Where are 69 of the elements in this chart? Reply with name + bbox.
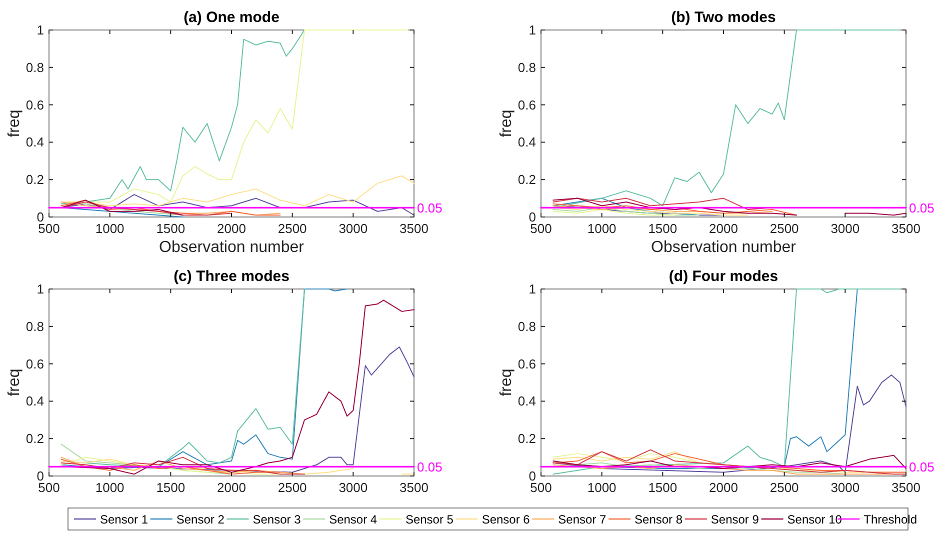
y-tick-label: 0.4 xyxy=(26,394,44,409)
x-tick-label: 1000 xyxy=(587,480,616,495)
x-tick-label: 3500 xyxy=(400,221,428,236)
y-tick-label: 0.6 xyxy=(26,97,44,112)
y-tick-label: 1 xyxy=(36,22,44,38)
x-tick-label: 1000 xyxy=(95,480,124,495)
x-tick-label: 3500 xyxy=(892,480,920,495)
legend-label: Sensor 4 xyxy=(329,512,378,526)
y-tick-label: 0.2 xyxy=(518,431,536,446)
y-tick-label: 0.8 xyxy=(26,318,44,334)
y-tick-label: 0.4 xyxy=(518,134,536,150)
y-tick-label: 1 xyxy=(528,282,536,296)
x-axis-title: Observation number xyxy=(651,239,797,256)
y-tick-label: 0.2 xyxy=(518,172,536,188)
y-tick-label: 0.8 xyxy=(26,60,44,75)
legend-label: Sensor 9 xyxy=(710,512,760,526)
x-tick-label: 3000 xyxy=(830,480,860,495)
chart-title: (b) Two modes xyxy=(671,9,776,26)
y-tick-label: 0.2 xyxy=(26,431,44,446)
y-tick-label: 0.8 xyxy=(518,318,536,334)
legend-label: Sensor 8 xyxy=(634,512,683,526)
y-axis-title: freq xyxy=(498,368,515,396)
text: 0.05 xyxy=(417,460,442,475)
x-tick-label: 3000 xyxy=(830,221,860,236)
x-tick-label: 1500 xyxy=(648,480,678,495)
chart-title: (c) Three modes xyxy=(174,268,290,285)
y-tick-label: 0.6 xyxy=(26,356,44,372)
x-tick-label: 1500 xyxy=(156,221,186,236)
y-tick-label: 1 xyxy=(528,22,536,38)
x-tick-label: 2000 xyxy=(217,480,246,495)
chart-title: (d) Four modes xyxy=(668,268,778,285)
x-tick-label: 2000 xyxy=(709,480,738,495)
legend-label: Threshold xyxy=(864,512,918,526)
x-tick-label: 1000 xyxy=(587,221,616,236)
legend-label: Sensor 10 xyxy=(787,512,842,526)
x-tick-label: 2500 xyxy=(278,480,307,495)
x-tick-label: 3500 xyxy=(400,480,428,495)
y-tick-label: 0.6 xyxy=(518,356,536,372)
x-tick-label: 2000 xyxy=(709,221,738,236)
legend-label: Sensor 6 xyxy=(482,512,530,526)
legend-label: Sensor 7 xyxy=(558,512,607,526)
y-tick-label: 0.8 xyxy=(518,60,536,75)
x-tick-label: 2500 xyxy=(770,480,799,495)
y-axis-title: freq xyxy=(6,368,23,396)
x-tick-label: 2000 xyxy=(217,221,246,236)
y-tick-label: 0.4 xyxy=(518,394,536,409)
legend-label: Sensor 3 xyxy=(252,512,302,526)
legend-label: Sensor 1 xyxy=(100,512,148,526)
chart-title: (a) One mode xyxy=(184,9,280,26)
x-tick-label: 1500 xyxy=(156,480,186,495)
x-tick-label: 1000 xyxy=(95,221,124,236)
x-tick-label: 2500 xyxy=(770,221,799,236)
text: 0.05 xyxy=(417,200,442,216)
x-tick-label: 3000 xyxy=(338,480,368,495)
x-tick-label: 1500 xyxy=(648,221,678,236)
x-tick-label: 3000 xyxy=(338,221,368,236)
x-tick-label: 3500 xyxy=(892,221,920,236)
y-tick-label: 0.2 xyxy=(26,172,44,188)
y-tick-label: 0.4 xyxy=(26,134,44,150)
y-tick-label: 0.6 xyxy=(518,97,536,112)
text: 0.05 xyxy=(909,200,934,216)
x-tick-label: 2500 xyxy=(278,221,307,236)
y-axis-title: freq xyxy=(498,110,515,138)
y-tick-label: 1 xyxy=(36,282,44,296)
legend-label: Sensor 2 xyxy=(176,512,225,526)
text: 0.05 xyxy=(909,460,934,475)
legend-label: Sensor 5 xyxy=(405,512,454,526)
x-axis-title: Observation number xyxy=(159,239,305,256)
y-axis-title: freq xyxy=(6,110,23,138)
